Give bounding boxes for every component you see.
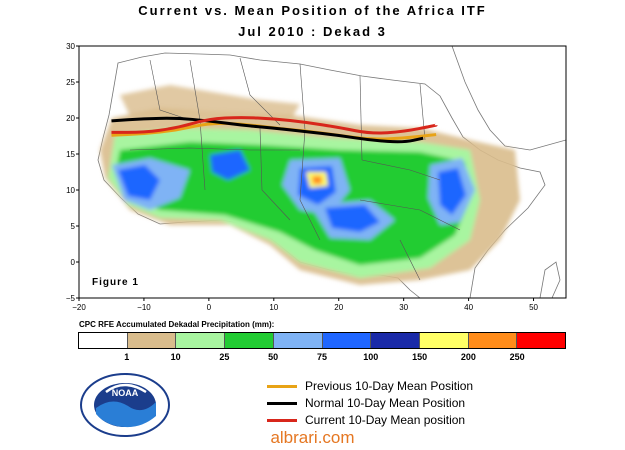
lon-tick-label: 40: [464, 303, 473, 312]
legend-current: Current 10-Day Mean position: [267, 413, 465, 427]
lat-tick-label: 10: [66, 186, 75, 195]
map-subtitle: Jul 2010 : Dekad 3: [238, 24, 387, 39]
legend-normal: Normal 10-Day Mean Position: [267, 396, 465, 410]
precip-color-scale: [78, 332, 566, 349]
noaa-logo: NOAA: [80, 373, 170, 437]
precip-field: [100, 85, 520, 285]
lon-tick-label: 30: [399, 303, 408, 312]
figure-label: Figure 1: [92, 277, 139, 288]
legend-current-swatch: [267, 418, 297, 422]
precip-scale-cell: [517, 333, 566, 348]
lat-tick-label: 25: [66, 78, 75, 87]
precip-scale-tick-label: 100: [363, 352, 379, 362]
madagascar-land: [539, 261, 561, 298]
precip-scale-cell: [176, 333, 226, 348]
lat-tick-label: 0: [71, 258, 76, 267]
lon-tick-label: 0: [207, 303, 212, 312]
noaa-logo-text: NOAA: [112, 388, 139, 398]
precip-scale-cell: [79, 333, 128, 348]
precip-scale-cell: [468, 333, 518, 348]
precip-scale-tick-label: 200: [460, 352, 476, 362]
precip-scale-tick-label: 25: [219, 352, 230, 362]
lon-tick-label: 20: [334, 303, 343, 312]
lon-tick-label: 50: [529, 303, 538, 312]
precip-scale-tick-label: 10: [170, 352, 181, 362]
watermark: albrari.com: [270, 428, 355, 447]
lat-tick-label: 5: [71, 222, 76, 231]
lon-tick-label: −10: [137, 303, 151, 312]
legend-previous: Previous 10-Day Mean Position: [267, 379, 473, 393]
precip-scale-cell: [322, 333, 372, 348]
lon-tick-label: 10: [269, 303, 278, 312]
legend-previous-label: Previous 10-Day Mean Position: [305, 379, 474, 393]
precip-scale-cell: [273, 333, 323, 348]
country-borders: [129, 57, 461, 281]
precip-scale-cell: [127, 333, 177, 348]
precip-scale-tick-label: 1: [124, 352, 130, 362]
legend-current-label: Current 10-Day Mean position: [305, 413, 466, 427]
lat-tick-label: 30: [66, 42, 75, 51]
lat-tick-label: 20: [66, 114, 75, 123]
precip-scale-tick-label: 50: [268, 352, 279, 362]
precip-scale-tick-label: 250: [509, 352, 525, 362]
precip-scale-tick-label: 150: [412, 352, 428, 362]
legend-previous-swatch: [267, 384, 297, 388]
precip-scale-title: CPC RFE Accumulated Dekadal Precipitatio…: [79, 320, 275, 329]
map-frame: [78, 45, 567, 299]
map-title: Current vs. Mean Position of the Africa …: [138, 3, 487, 18]
precip-scale-cell: [419, 333, 469, 348]
normal-itf-line: [111, 116, 424, 144]
lat-tick-label: −5: [66, 294, 76, 303]
precip-scale-tick-label: 75: [316, 352, 328, 362]
arabia-land: [451, 46, 566, 151]
precip-scale-cell: [225, 333, 274, 348]
current-itf-line: [111, 116, 437, 135]
lat-tick-label: 15: [66, 150, 75, 159]
legend-normal-label: Normal 10-Day Mean Position: [305, 396, 466, 410]
precip-scale-cell: [371, 333, 420, 348]
lon-tick-label: −20: [72, 303, 86, 312]
legend-normal-swatch: [267, 401, 297, 405]
